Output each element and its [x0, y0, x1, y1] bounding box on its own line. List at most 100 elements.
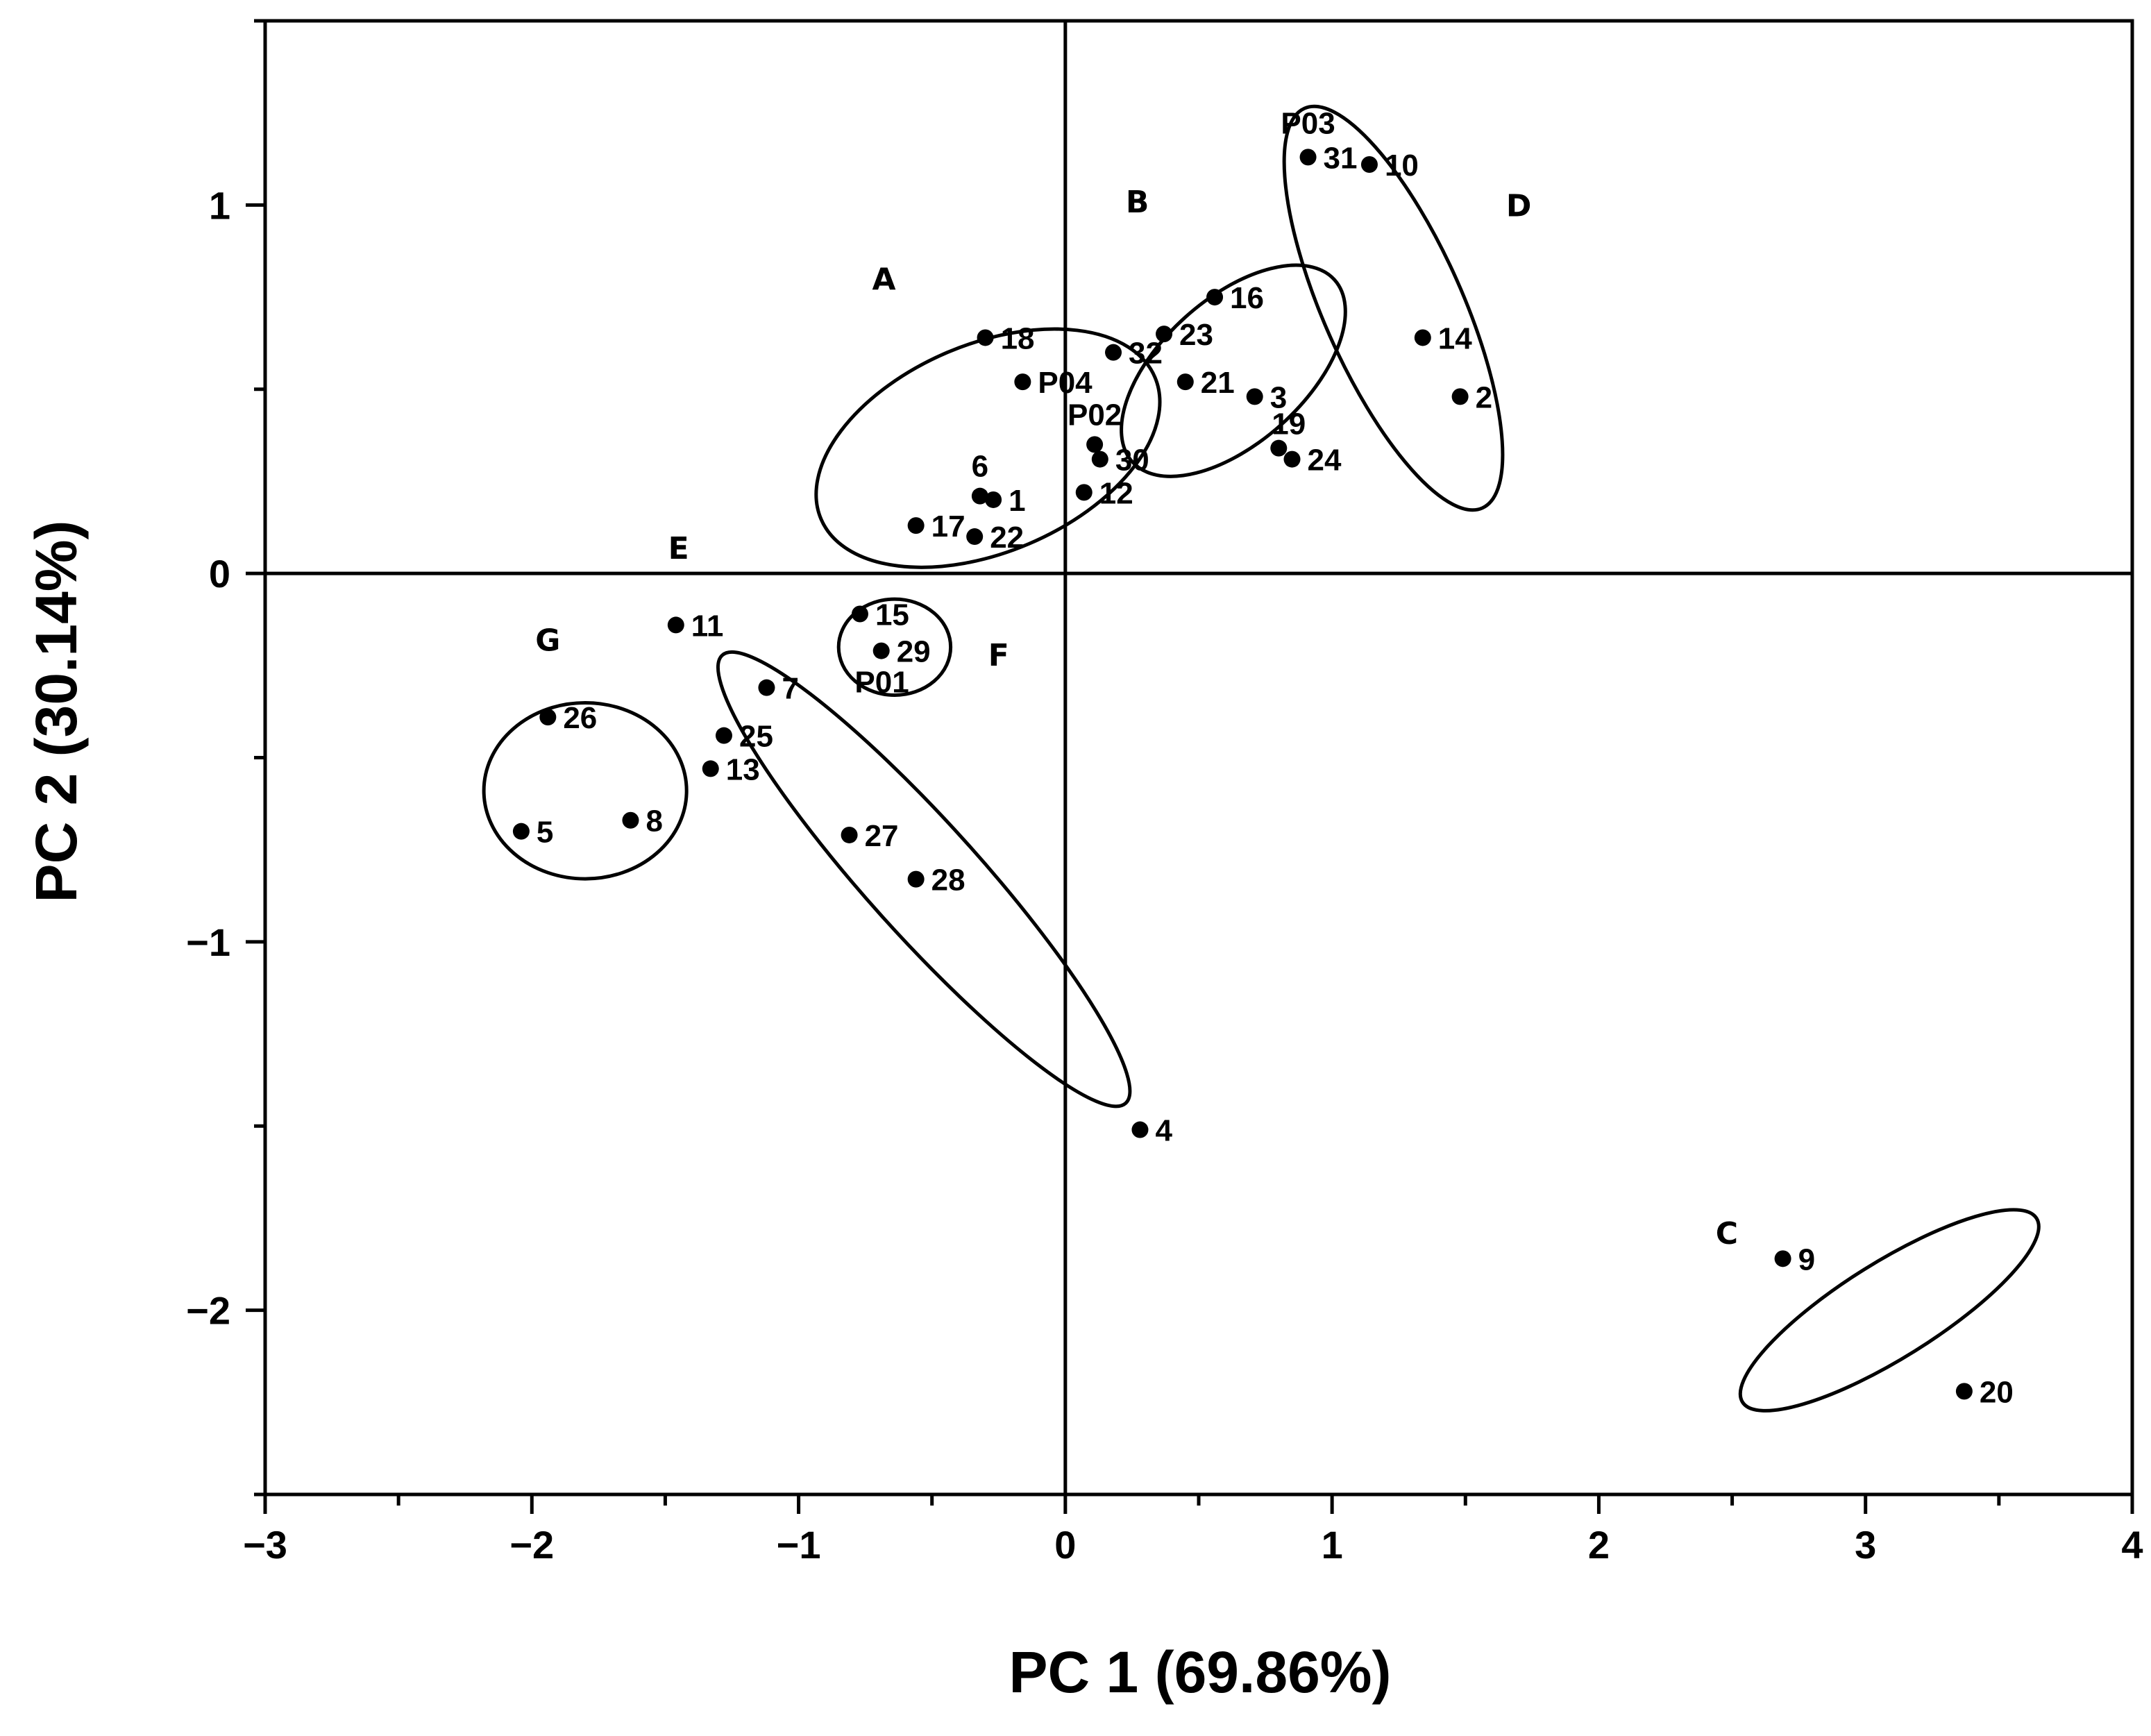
data-points — [512, 149, 1973, 1400]
data-point — [1774, 1250, 1791, 1267]
data-point — [1299, 149, 1317, 166]
group-ellipse-b — [1120, 263, 1347, 478]
group-ellipse-e — [716, 650, 1132, 1109]
point-label: 27 — [865, 819, 899, 853]
x-tick-label: 2 — [1588, 1523, 1610, 1567]
data-point — [1176, 373, 1194, 391]
group-ellipse-c — [1738, 1208, 2041, 1413]
point-label: 25 — [739, 720, 773, 754]
group-label-f: F — [988, 638, 1009, 673]
y-tick-label: 0 — [209, 552, 230, 596]
point-label: 15 — [875, 598, 909, 632]
data-point — [907, 517, 925, 534]
data-point — [1075, 484, 1093, 501]
point-label: P02 — [1068, 398, 1122, 432]
axis-ticks: −3 −2 −1 0 1 2 3 410−1−2 — [186, 19, 2143, 1567]
data-point — [758, 679, 775, 696]
point-label: 1 — [1009, 484, 1025, 518]
data-point — [851, 605, 868, 623]
point-label: 16 — [1230, 281, 1264, 315]
data-point — [1014, 373, 1031, 391]
y-tick-label: −1 — [186, 920, 230, 964]
group-label-c: C — [1716, 1216, 1738, 1252]
data-point — [1246, 388, 1263, 405]
group-ellipse-a — [814, 327, 1162, 569]
x-tick-label: −2 — [509, 1523, 554, 1567]
plot-border — [263, 19, 2134, 1497]
point-label: 18 — [1001, 321, 1035, 355]
point-label: 11 — [691, 609, 724, 643]
point-label: 21 — [1201, 366, 1235, 400]
data-point — [1451, 388, 1469, 405]
data-point — [1360, 155, 1378, 173]
data-point — [715, 727, 732, 744]
group-ellipse-g — [482, 700, 689, 881]
group-ellipse-f — [836, 597, 953, 697]
data-point — [512, 823, 530, 840]
point-label: 17 — [931, 509, 965, 543]
x-axis-title: PC 1 (69.86%) — [1009, 1640, 1392, 1705]
x-tick-label: 0 — [1054, 1523, 1076, 1567]
point-label: 9 — [1798, 1242, 1815, 1276]
data-point — [971, 487, 988, 505]
x-tick-label: 1 — [1322, 1523, 1343, 1567]
point-label: P04 — [1038, 366, 1093, 400]
data-point — [985, 491, 1002, 508]
data-point — [977, 329, 994, 346]
zero-lines — [265, 21, 2132, 1494]
point-label: 26 — [563, 701, 597, 735]
group-ellipse-d — [1282, 104, 1505, 512]
x-tick-label: 3 — [1855, 1523, 1876, 1567]
point-label: 29 — [897, 635, 931, 669]
y-tick-label: −2 — [186, 1289, 230, 1333]
data-point — [1086, 436, 1104, 453]
point-label: 6 — [972, 450, 988, 484]
data-point — [1105, 344, 1122, 361]
y-axis-title: PC 2 (30.14%) — [24, 521, 89, 903]
data-point — [966, 528, 984, 546]
data-point — [907, 870, 925, 888]
point-label: 19 — [1272, 407, 1306, 441]
point-label: 24 — [1308, 444, 1342, 478]
point-label: 8 — [646, 804, 662, 838]
data-point — [872, 642, 890, 659]
group-ellipses: A B C D E F G — [482, 104, 2041, 1413]
point-label: 13 — [726, 752, 760, 786]
x-tick-label: −1 — [777, 1523, 821, 1567]
data-point — [1156, 326, 1173, 343]
data-point — [622, 811, 639, 829]
point-label: P03 — [1281, 106, 1335, 140]
point-label: 32 — [1129, 337, 1163, 371]
point-label: 12 — [1099, 476, 1133, 510]
group-label-e: E — [668, 531, 689, 566]
point-label: 31 — [1324, 141, 1358, 175]
point-label: 20 — [1980, 1375, 2014, 1409]
point-label: 28 — [931, 863, 965, 898]
plot-frame — [263, 19, 2134, 1497]
point-label: 10 — [1385, 149, 1419, 183]
x-tick-label: −3 — [243, 1523, 287, 1567]
point-label: 30 — [1115, 444, 1149, 478]
data-point — [841, 826, 858, 843]
x-tick-label: 4 — [2121, 1523, 2143, 1567]
point-label: 14 — [1438, 321, 1472, 355]
data-point — [1091, 450, 1108, 468]
data-point — [1283, 450, 1301, 468]
point-label: 2 — [1476, 380, 1492, 414]
data-point — [1270, 439, 1288, 457]
group-label-a: A — [872, 262, 896, 297]
data-point — [1206, 289, 1224, 306]
point-label: 5 — [537, 816, 553, 850]
data-point — [667, 616, 684, 634]
group-label-g: G — [535, 623, 560, 659]
data-point — [1414, 329, 1431, 346]
data-point — [702, 760, 719, 777]
point-label: 22 — [990, 521, 1024, 555]
point-label: 4 — [1155, 1114, 1172, 1148]
y-tick-label: 1 — [209, 183, 230, 227]
point-label: P01 — [854, 666, 909, 700]
data-point — [1131, 1121, 1149, 1138]
point-label: 23 — [1179, 318, 1213, 352]
